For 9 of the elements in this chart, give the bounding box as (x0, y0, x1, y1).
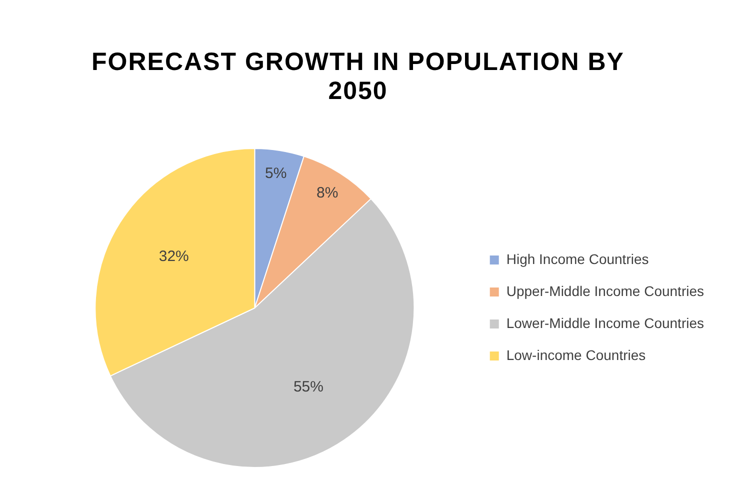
data-label: 55% (293, 378, 324, 396)
data-label: 8% (316, 184, 338, 202)
legend-label: Low-income Countries (506, 346, 646, 363)
chart-title: FORECAST GROWTH IN POPULATION BY 2050 (90, 48, 626, 106)
data-label: 5% (265, 165, 287, 182)
data-label: 32% (158, 248, 189, 265)
legend-label: Upper-Middle Income Countries (506, 282, 704, 299)
legend-label: Lower-Middle Income Countries (506, 314, 704, 331)
legend-label: High Income Countries (506, 250, 649, 267)
